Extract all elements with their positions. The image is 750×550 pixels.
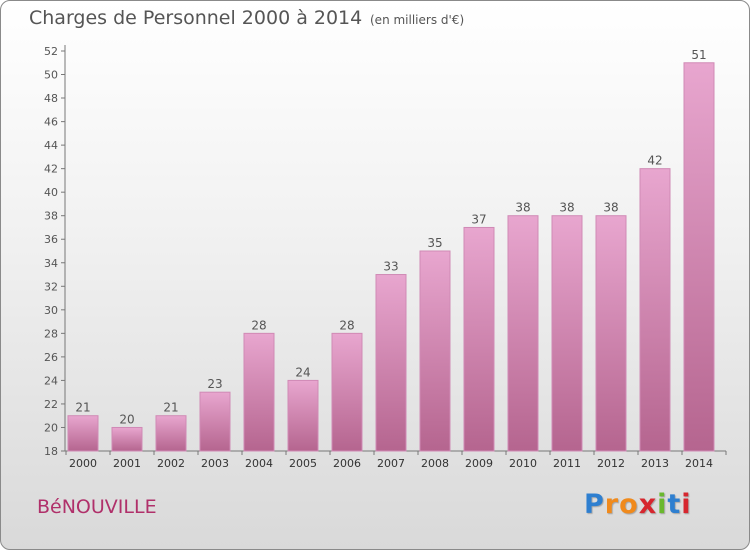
bar-value-label: 28 [339, 318, 354, 332]
bar-value-label: 23 [207, 377, 222, 391]
chart-title: Charges de Personnel 2000 à 2014 [29, 7, 363, 29]
bar [243, 332, 275, 452]
y-tick-label: 42 [44, 163, 58, 176]
bar [507, 215, 539, 452]
bar-value-label: 38 [559, 201, 574, 215]
x-tick-label: 2003 [201, 457, 229, 470]
x-tick-label: 2004 [245, 457, 273, 470]
logo-letter: P [584, 489, 605, 520]
y-tick-label: 28 [44, 327, 58, 340]
x-tick-label: 2009 [465, 457, 493, 470]
y-tick-label: 26 [44, 351, 58, 364]
bar-value-label: 38 [515, 201, 530, 215]
y-tick-label: 50 [44, 69, 58, 82]
y-tick-label: 48 [44, 92, 58, 105]
y-tick-label: 36 [44, 233, 58, 246]
logo-letter: t [667, 489, 682, 520]
bar [111, 426, 143, 452]
logo-letter: i [681, 489, 692, 520]
bar [463, 226, 495, 452]
bar [331, 332, 363, 452]
x-tick-label: 2010 [509, 457, 537, 470]
bar [419, 250, 451, 452]
chart-subtitle: (en milliers d'€) [370, 13, 465, 27]
x-tick-label: 2012 [597, 457, 625, 470]
bar-value-label: 33 [383, 260, 398, 274]
bar [639, 168, 671, 452]
y-tick-label: 30 [44, 304, 58, 317]
x-tick-label: 2013 [641, 457, 669, 470]
x-tick-label: 2000 [69, 457, 97, 470]
y-tick-label: 52 [44, 45, 58, 58]
x-tick-label: 2007 [377, 457, 405, 470]
bar-value-label: 24 [295, 365, 310, 379]
bar [551, 215, 583, 452]
bar-value-label: 21 [163, 401, 178, 415]
bar [155, 415, 187, 452]
logo-letter: i [657, 489, 668, 520]
bar [375, 274, 407, 452]
y-tick-label: 34 [44, 257, 58, 270]
bar [595, 215, 627, 452]
bar [199, 391, 231, 452]
bar-value-label: 42 [647, 154, 662, 168]
x-tick-label: 2014 [685, 457, 713, 470]
y-tick-label: 32 [44, 280, 58, 293]
bar-value-label: 37 [471, 212, 486, 226]
commune-name: BéNOUVILLE [37, 496, 157, 518]
bar [67, 415, 99, 452]
y-tick-label: 20 [44, 421, 58, 434]
x-tick-label: 2005 [289, 457, 317, 470]
bar-value-label: 21 [75, 401, 90, 415]
bar-value-label: 28 [251, 318, 266, 332]
x-tick-label: 2011 [553, 457, 581, 470]
y-tick-label: 40 [44, 186, 58, 199]
logo-letter: x [638, 489, 658, 520]
y-tick-label: 24 [44, 374, 58, 387]
y-tick-label: 44 [44, 139, 58, 152]
y-tick-label: 38 [44, 210, 58, 223]
y-tick-label: 46 [44, 116, 58, 129]
y-tick-label: 18 [44, 445, 58, 458]
x-tick-label: 2006 [333, 457, 361, 470]
bar-value-label: 38 [603, 201, 618, 215]
logo-letter: r [604, 489, 620, 520]
x-tick-label: 2002 [157, 457, 185, 470]
bar [287, 379, 319, 452]
bar-value-label: 20 [119, 412, 134, 426]
bars [67, 62, 715, 452]
bar [683, 62, 715, 452]
labels: 21 2000 20 2001 21 2002 23 2003 28 2004 24 2005 28 20… [69, 48, 713, 470]
bar-value-label: 51 [691, 48, 706, 62]
logo-letter: o [619, 489, 639, 520]
bar-value-label: 35 [427, 236, 442, 250]
x-tick-label: 2008 [421, 457, 449, 470]
y-tick-label: 22 [44, 398, 58, 411]
x-tick-label: 2001 [113, 457, 141, 470]
proxiti-logo: Proxiti [584, 489, 692, 520]
